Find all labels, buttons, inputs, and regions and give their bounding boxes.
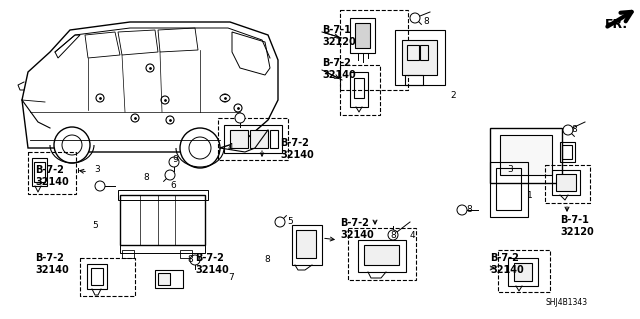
Text: 3: 3 (507, 166, 513, 174)
Bar (490, 128, 562, 183)
Circle shape (96, 94, 104, 102)
Circle shape (169, 157, 179, 167)
Bar (224, 125, 282, 153)
Circle shape (166, 116, 174, 124)
Bar (296, 230, 316, 258)
Bar (270, 130, 278, 148)
Circle shape (410, 13, 420, 23)
Circle shape (180, 128, 220, 168)
Circle shape (275, 217, 285, 227)
Text: B-7-2
32140: B-7-2 32140 (280, 138, 314, 160)
Bar (562, 145, 572, 159)
Bar (292, 225, 322, 265)
Circle shape (95, 181, 105, 191)
Bar (87, 264, 107, 289)
Circle shape (146, 64, 154, 72)
Text: 8: 8 (423, 18, 429, 26)
Bar (405, 75, 423, 85)
Bar (350, 18, 375, 53)
Text: SHJ4B1343: SHJ4B1343 (546, 298, 588, 307)
Text: B-7-1
32120: B-7-1 32120 (560, 215, 594, 237)
Bar (364, 245, 399, 265)
Bar (180, 250, 192, 258)
Bar (407, 45, 419, 60)
Circle shape (190, 255, 200, 265)
Circle shape (189, 137, 211, 159)
Text: 8: 8 (143, 174, 149, 182)
Bar (395, 30, 445, 85)
Bar (118, 190, 208, 200)
Text: B-7-2
32140: B-7-2 32140 (195, 253, 228, 275)
Bar (28, 152, 76, 194)
Text: 8: 8 (264, 256, 270, 264)
Text: B-7-2
32140: B-7-2 32140 (490, 253, 524, 275)
Text: B-7-1
32120: B-7-1 32120 (322, 25, 356, 47)
Bar (350, 72, 368, 107)
Bar (158, 273, 170, 285)
Bar (508, 258, 538, 286)
Bar (348, 228, 416, 280)
Bar (120, 245, 205, 253)
Bar (552, 170, 580, 195)
Text: B-7-2
32140: B-7-2 32140 (322, 58, 356, 80)
Bar (34, 162, 45, 182)
Text: 3: 3 (94, 166, 100, 174)
Circle shape (161, 96, 169, 104)
Bar (556, 174, 576, 191)
Text: 8: 8 (390, 231, 396, 240)
Text: 7: 7 (228, 272, 234, 281)
Bar (354, 78, 364, 98)
Bar (560, 142, 575, 162)
Bar (80, 258, 135, 296)
Text: FR.: FR. (605, 18, 628, 31)
Bar (420, 45, 428, 60)
Bar (218, 118, 288, 160)
Text: 1: 1 (527, 190, 533, 199)
Bar (250, 130, 268, 148)
Bar (545, 165, 590, 203)
Circle shape (235, 113, 245, 123)
Text: B-7-2
32140: B-7-2 32140 (340, 218, 374, 240)
Circle shape (54, 127, 90, 163)
Text: B-7-2
32140: B-7-2 32140 (35, 165, 68, 187)
Text: 8: 8 (187, 256, 193, 264)
Bar (498, 250, 550, 292)
Circle shape (221, 94, 229, 102)
Circle shape (234, 104, 242, 112)
Ellipse shape (220, 94, 230, 101)
Bar (155, 270, 183, 288)
Text: B-7-2
32140: B-7-2 32140 (35, 253, 68, 275)
Bar (230, 130, 248, 148)
Text: 2: 2 (450, 91, 456, 100)
Bar (340, 65, 380, 115)
Circle shape (457, 205, 467, 215)
Circle shape (131, 114, 139, 122)
Text: 8: 8 (466, 205, 472, 214)
Circle shape (388, 230, 398, 240)
Bar (122, 250, 134, 258)
Text: 6: 6 (170, 181, 176, 189)
Bar (496, 168, 521, 210)
Bar (340, 10, 408, 90)
Bar (91, 268, 103, 285)
Text: 5: 5 (287, 218, 293, 226)
Bar (358, 240, 406, 272)
Bar (514, 263, 532, 281)
Text: 4: 4 (409, 231, 415, 240)
Circle shape (62, 135, 82, 155)
Bar (490, 162, 528, 217)
Text: 4: 4 (227, 144, 233, 152)
Text: 9: 9 (172, 155, 178, 165)
Bar (120, 195, 205, 245)
Bar (355, 23, 370, 48)
Circle shape (563, 125, 573, 135)
Text: 8: 8 (571, 125, 577, 135)
Bar (32, 158, 47, 186)
Text: 5: 5 (92, 220, 98, 229)
Bar (402, 40, 437, 75)
Bar (500, 135, 552, 175)
Circle shape (165, 170, 175, 180)
